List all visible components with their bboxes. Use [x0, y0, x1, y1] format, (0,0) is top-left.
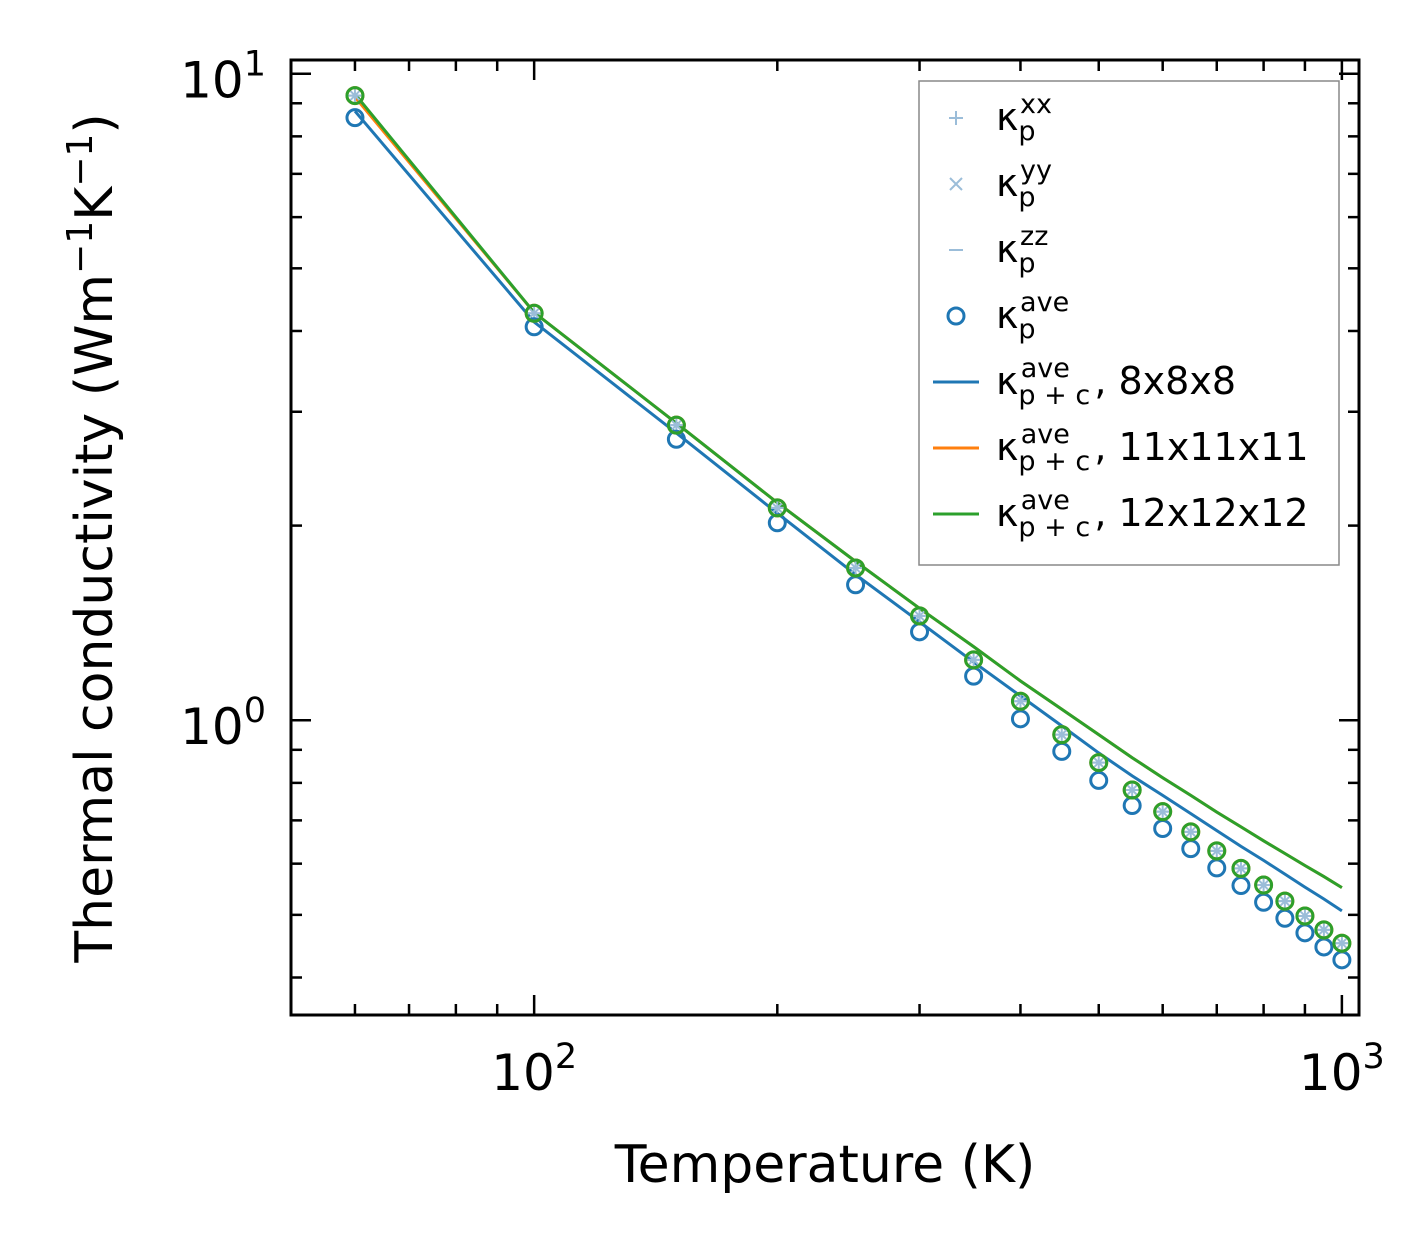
data-point-circle [1231, 858, 1251, 878]
data-point-circle [1089, 770, 1109, 790]
data-point-circle [1122, 796, 1142, 816]
data-point-circle [1181, 822, 1201, 842]
data-point-circle [1275, 908, 1295, 928]
data-point-circle [1254, 892, 1274, 912]
data-point-circle [1295, 906, 1315, 926]
data-point-circle [1052, 741, 1072, 761]
y-tick-label: 101 [180, 45, 266, 110]
data-point-circle [1052, 725, 1072, 745]
y-axis-label: Thermal conductivity (Wm−1K−1) [60, 113, 125, 963]
data-point-circle [846, 558, 866, 578]
data-point-circle [1332, 950, 1352, 970]
data-point-circle [345, 108, 365, 128]
data-point-circle [1153, 802, 1173, 822]
data-point-circle [1010, 709, 1030, 729]
data-point-circle [964, 666, 984, 686]
legend-box [918, 80, 1340, 566]
x-tick-label: 103 [1299, 1037, 1385, 1102]
data-point-circle [1207, 841, 1227, 861]
axis-ticks [289, 60, 1359, 1015]
data-point-circle [1275, 891, 1295, 911]
data-point-circle [1231, 876, 1251, 896]
data-point-circle [666, 429, 686, 449]
plot-area [345, 86, 1352, 970]
data-point-circle [1332, 933, 1352, 953]
data-point-circle [1295, 923, 1315, 943]
data-point-circle [767, 498, 787, 518]
y-tick-label: 100 [180, 691, 266, 756]
x-axis-label: Temperature (K) [614, 1135, 1036, 1195]
legend: κpxx κpyy κpzz κpave κp + cave, 8x8x8 κp + ca… [918, 80, 1340, 566]
series-line [353, 93, 1343, 889]
legend-label: κpxx [996, 89, 1052, 147]
x-tick-label: 102 [491, 1037, 577, 1102]
legend-label: κp + cave, 11x11x11 [996, 419, 1309, 477]
legend-plus-marker [949, 111, 963, 125]
data-point-circle [846, 575, 866, 595]
legend-label: κpave [996, 287, 1069, 345]
data-point-circle [1314, 937, 1334, 957]
legend-label: κpyy [996, 155, 1052, 213]
data-point-circle [345, 86, 365, 106]
series-line [353, 110, 1343, 913]
x-tick-labels: 102 103 [491, 1037, 1385, 1102]
series-lines [353, 93, 1343, 913]
axes-frame [289, 58, 1361, 1017]
data-point-circle [666, 415, 686, 435]
data-point-circle [910, 622, 930, 642]
legend-label: κpzz [996, 221, 1048, 279]
data-point-circle [910, 606, 930, 626]
data-point-circle [964, 650, 984, 670]
legend-x-marker [949, 177, 963, 191]
legend-label: κp + cave, 8x8x8 [996, 353, 1236, 411]
data-point-circle [1254, 875, 1274, 895]
data-point-circle [1089, 753, 1109, 773]
data-point-circle [1314, 920, 1334, 940]
data-point-circle [1153, 819, 1173, 839]
data-point-circle [1010, 691, 1030, 711]
data-point-circle [1207, 858, 1227, 878]
data-point-circle [524, 303, 544, 323]
data-point-circle [1122, 780, 1142, 800]
data-point-circle [524, 317, 544, 337]
legend-label: κp + cave, 12x12x12 [996, 485, 1309, 543]
legend-circle-marker [946, 306, 966, 326]
data-point-circle [1181, 839, 1201, 859]
y-tick-labels: 100 101 [180, 45, 266, 757]
series-markers [345, 86, 1352, 970]
